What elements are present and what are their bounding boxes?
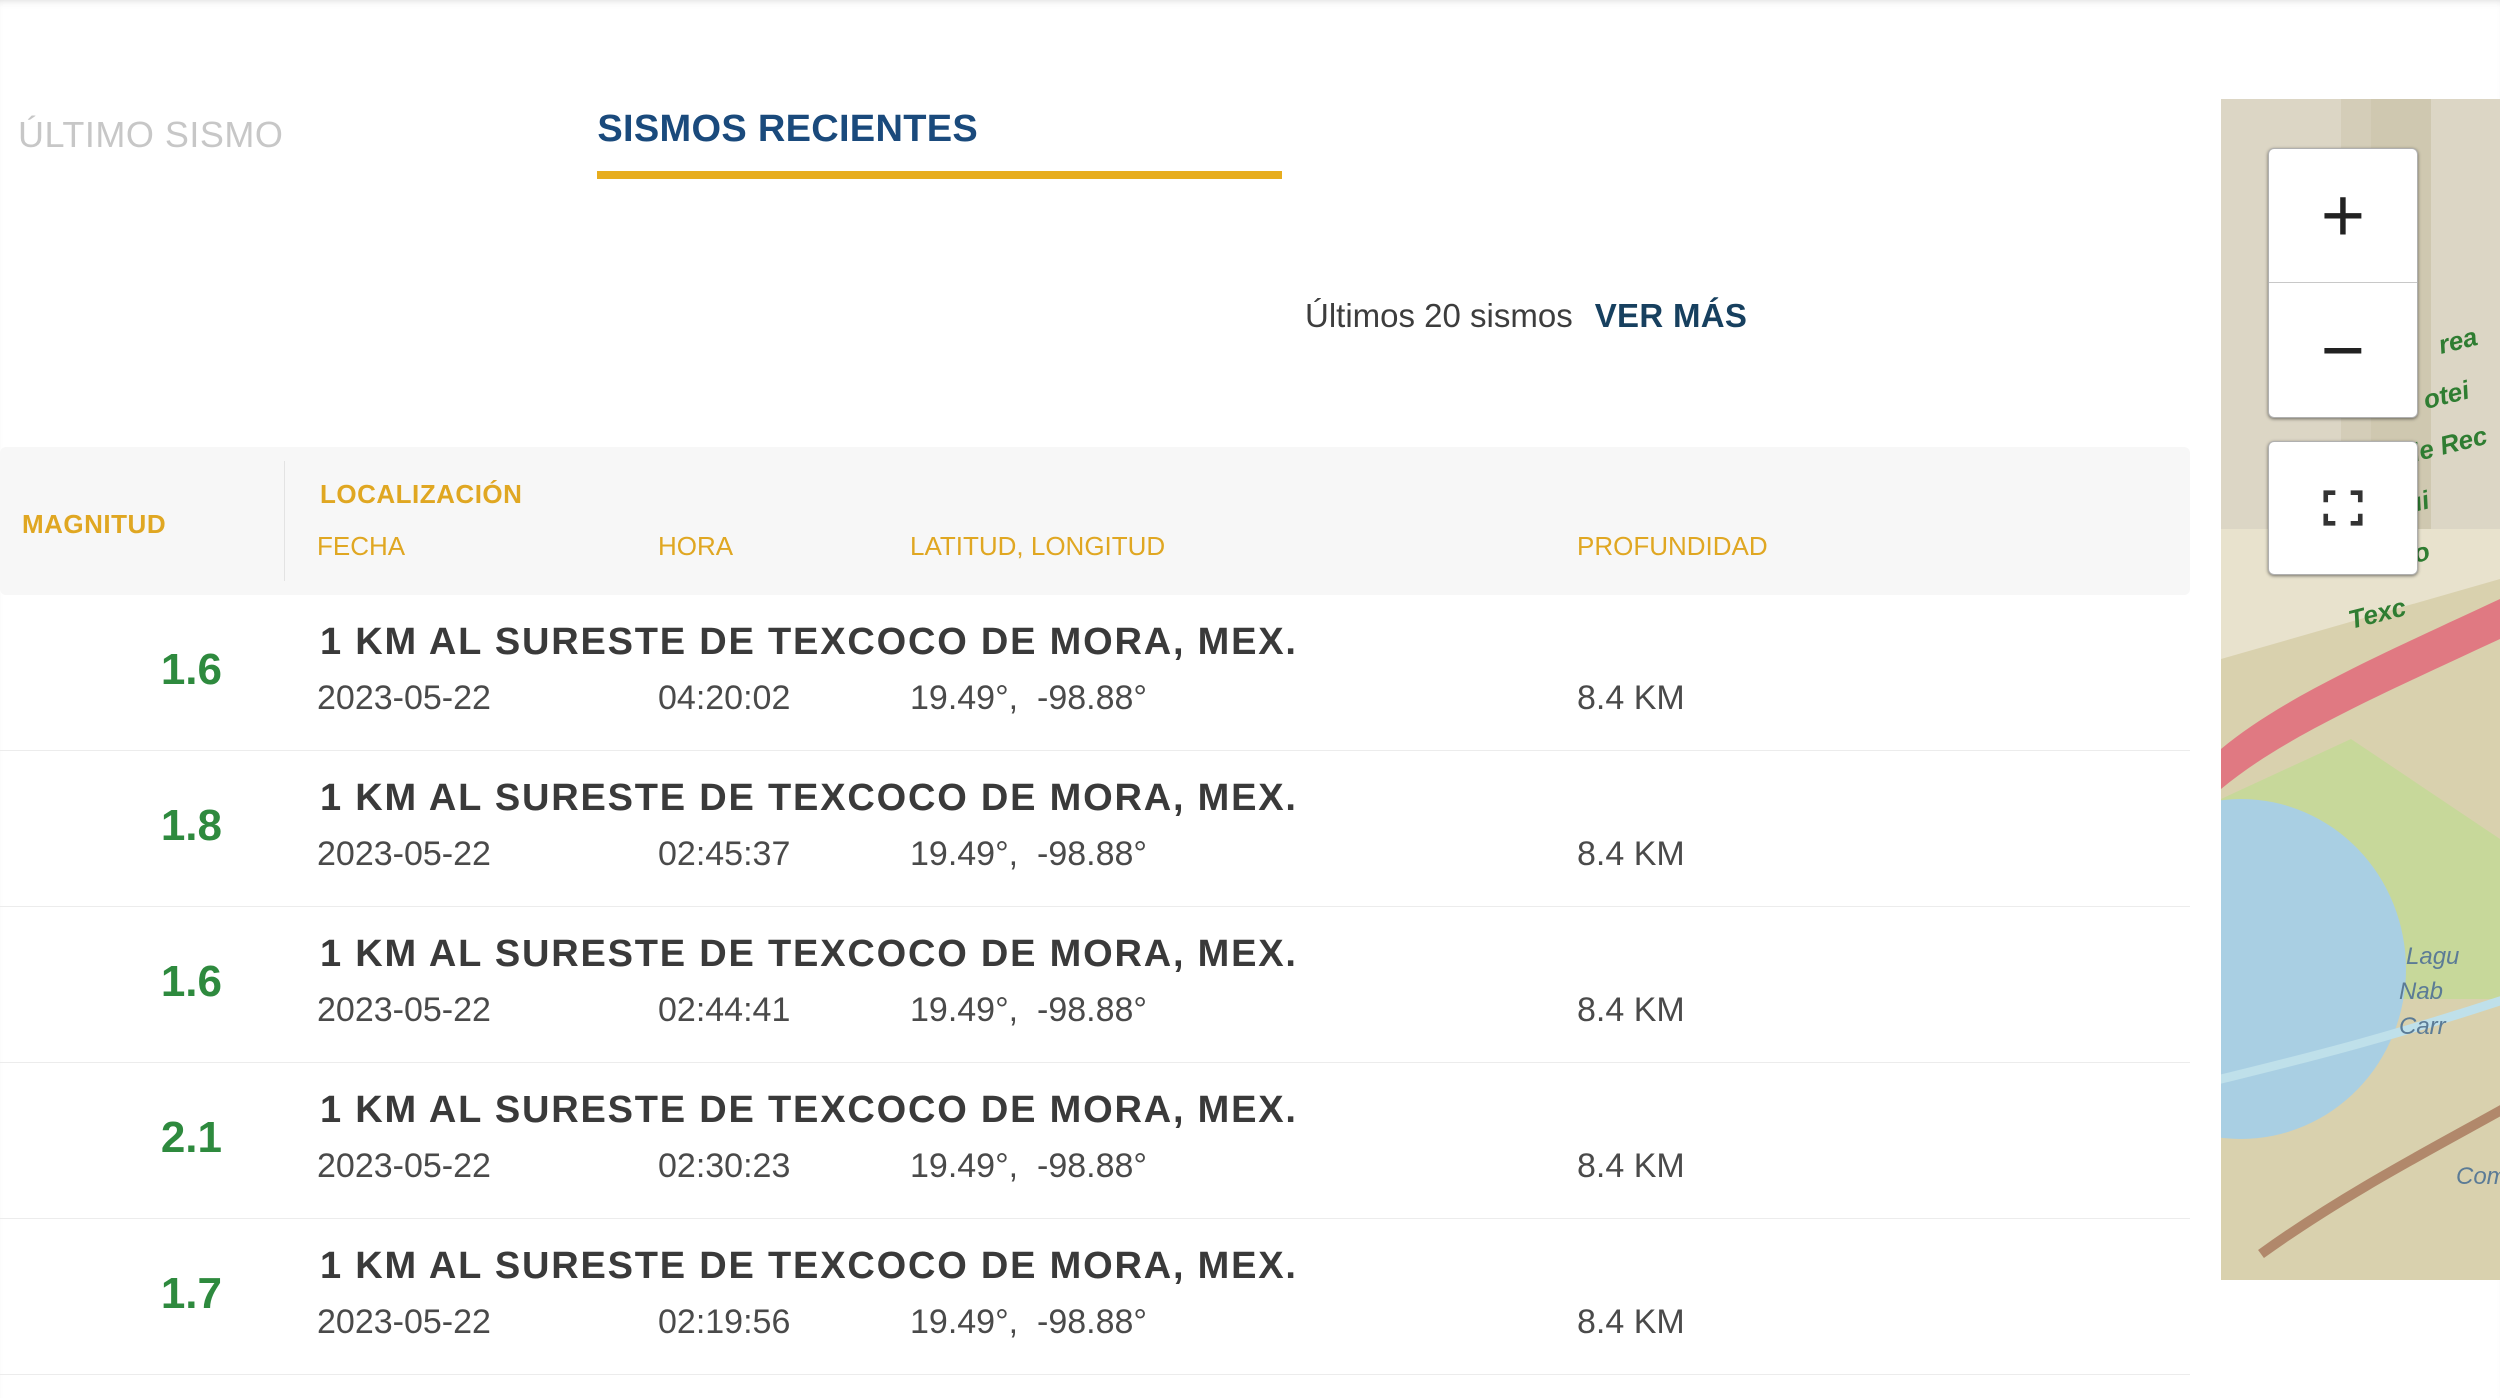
svg-text:Carr: Carr [2399, 1013, 2447, 1040]
svg-text:Com: Com [2456, 1163, 2500, 1190]
svg-text:Lagu: Lagu [2406, 943, 2459, 970]
svg-text:Nab: Nab [2399, 978, 2443, 1005]
